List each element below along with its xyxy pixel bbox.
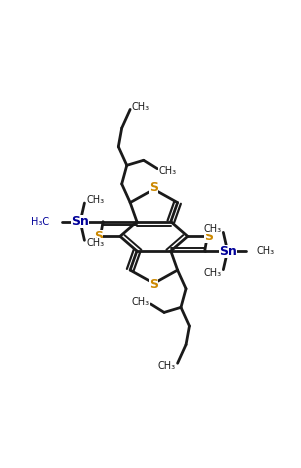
Text: CH₃: CH₃ [132, 297, 150, 307]
Text: Sn: Sn [219, 244, 237, 257]
Text: S: S [149, 278, 158, 291]
Text: CH₃: CH₃ [158, 166, 176, 176]
Text: S: S [204, 230, 213, 243]
Text: H₃C: H₃C [31, 217, 49, 227]
Text: CH₃: CH₃ [158, 360, 176, 371]
Text: CH₃: CH₃ [203, 268, 222, 278]
Text: S: S [149, 182, 158, 194]
Text: CH₃: CH₃ [256, 246, 274, 256]
Text: S: S [95, 230, 104, 243]
Text: CH₃: CH₃ [86, 238, 104, 249]
Text: CH₃: CH₃ [132, 102, 150, 112]
Text: Sn: Sn [71, 215, 89, 228]
Text: CH₃: CH₃ [203, 224, 222, 234]
Text: CH₃: CH₃ [86, 195, 104, 205]
